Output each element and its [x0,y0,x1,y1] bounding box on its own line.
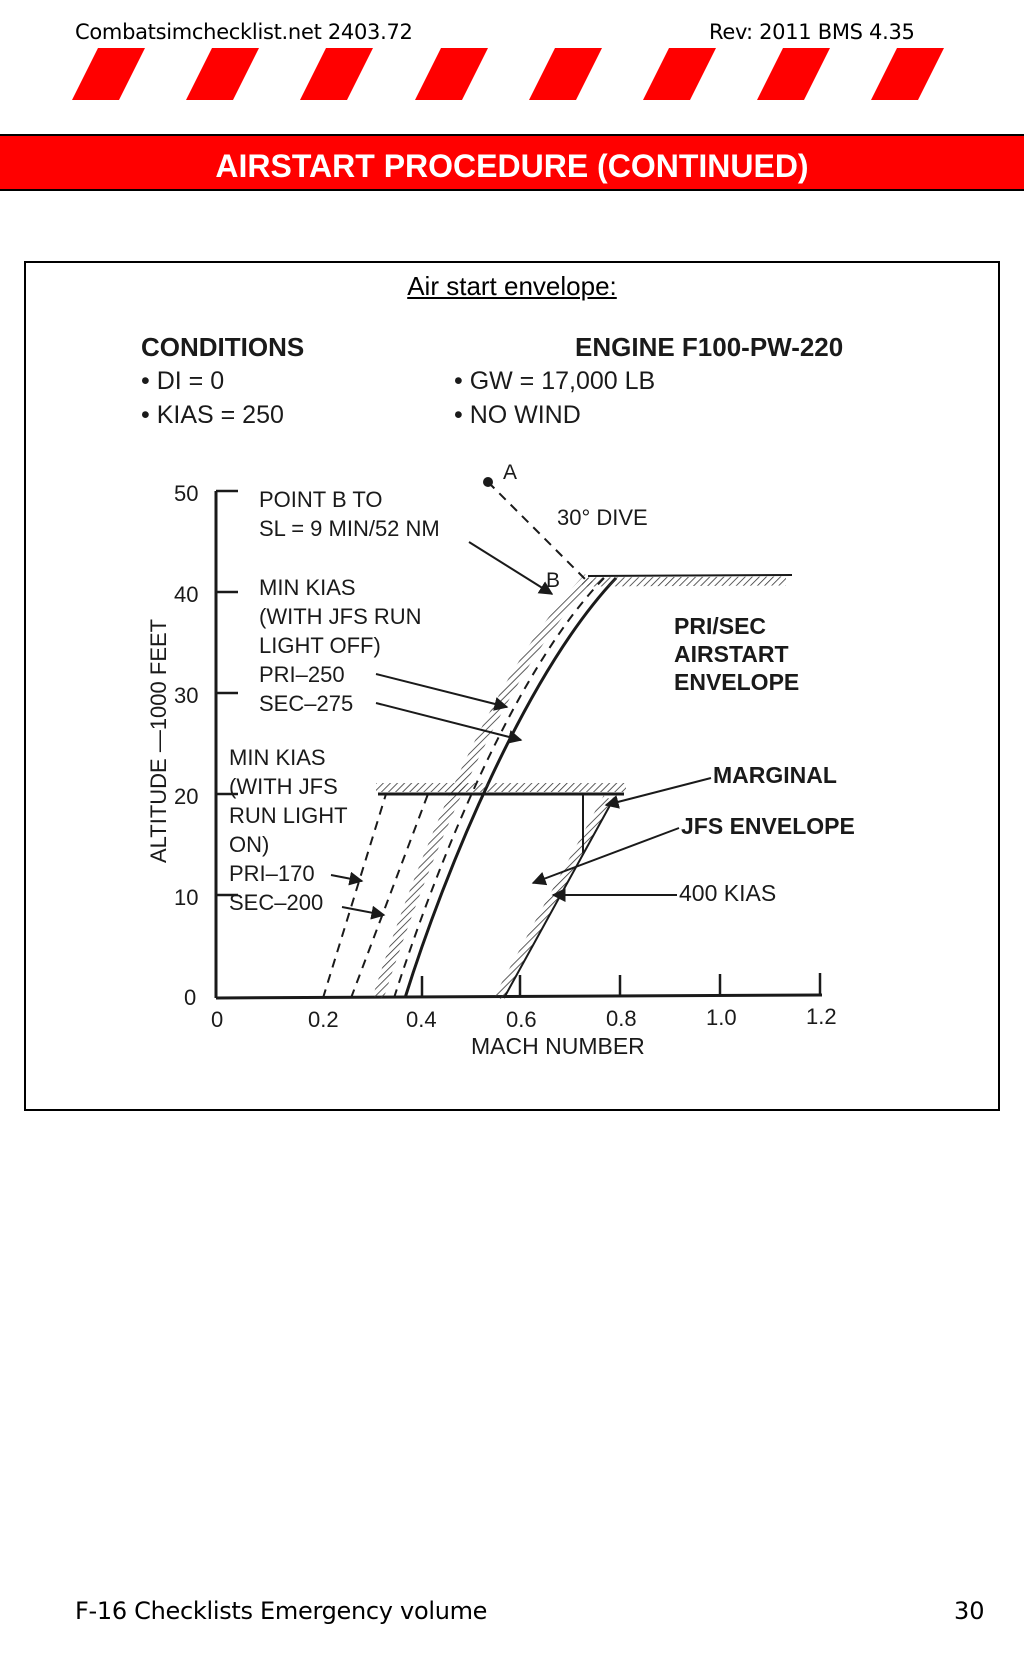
footer-document-title: F-16 Checklists Emergency volume [75,1597,488,1625]
y-axis-ticks [216,489,238,897]
point-b-note-line-2: SL = 9 MIN/52 NM [259,516,440,541]
y-tick-20: 20 [174,784,198,809]
header-site-text: Combatsimchecklist.net 2403.72 [75,20,413,44]
figure-frame: Air start envelope: CONDITIONS • DI = 0 … [24,261,1000,1111]
x-tick-1-2: 1.2 [806,1004,837,1029]
y-tick-0: 0 [184,985,196,1010]
x-tick-0: 0 [211,1007,223,1032]
x-tick-1-0: 1.0 [706,1005,737,1030]
point-a-label: A [503,461,517,484]
x-tick-0-4: 0.4 [406,1007,437,1032]
engine-title: ENGINE F100-PW-220 [575,332,843,362]
y-tick-labels: 0 10 20 30 40 50 [174,481,198,1010]
condition-kias: • KIAS = 250 [141,401,284,429]
min-kias-on-pri: PRI–170 [229,861,315,886]
x-tick-0-2: 0.2 [308,1007,339,1032]
min-kias-light-on-note: MIN KIAS (WITH JFS RUN LIGHT ON) PRI–170… [229,745,348,915]
condition-di: • DI = 0 [141,367,224,395]
engine-condition-wind: • NO WIND [454,401,581,429]
min-kias-off-line-1: MIN KIAS [259,575,356,600]
y-tick-10: 10 [174,885,198,910]
envelope-label-line-1: PRI/SEC [674,613,766,639]
envelope-boundaries [322,477,793,1001]
y-tick-30: 30 [174,683,198,708]
envelope-label: PRI/SEC AIRSTART ENVELOPE [674,613,799,695]
y-axis-label: ALTITUDE —1000 FEET [146,619,171,863]
header-revision-text: Rev: 2011 BMS 4.35 [709,20,915,44]
engine-condition-gw: • GW = 17,000 LB [454,367,655,395]
kias-400-label: 400 KIAS [679,880,776,906]
section-title: AIRSTART PROCEDURE (CONTINUED) [215,148,809,184]
section-banner: AIRSTART PROCEDURE (CONTINUED) [0,134,1024,191]
footer-page-number: 30 [954,1597,985,1625]
min-kias-on-line-3: RUN LIGHT [229,803,348,828]
point-b-label: B [546,569,560,592]
envelope-label-line-3: ENVELOPE [674,669,799,695]
min-kias-off-pri: PRI–250 [259,662,345,687]
header-warning-stripes [72,48,944,100]
min-kias-on-line-4: ON) [229,832,269,857]
min-kias-on-line-1: MIN KIAS [229,745,326,770]
x-tick-labels: 0 0.2 0.4 0.6 0.8 1.0 1.2 [211,1004,837,1032]
point-b-note-line-1: POINT B TO [259,487,382,512]
envelope-label-line-2: AIRSTART [674,641,789,667]
marginal-label: MARGINAL [713,762,837,788]
figure-caption: Air start envelope: [407,271,617,301]
min-kias-off-sec: SEC–275 [259,691,353,716]
x-tick-0-8: 0.8 [606,1006,637,1031]
point-b-note: POINT B TO SL = 9 MIN/52 NM [259,487,440,541]
jfs-envelope-label: JFS ENVELOPE [681,813,855,839]
y-tick-40: 40 [174,582,198,607]
dive-label: 30° DIVE [557,505,648,530]
x-axis-label: MACH NUMBER [471,1033,645,1059]
y-tick-50: 50 [174,481,198,506]
x-axis-ticks [420,973,822,998]
min-kias-on-sec: SEC–200 [229,890,323,915]
min-kias-off-line-2: (WITH JFS RUN [259,604,422,629]
min-kias-off-line-3: LIGHT OFF) [259,633,381,658]
conditions-title: CONDITIONS [141,332,304,362]
airstart-envelope-diagram: CONDITIONS • DI = 0 • KIAS = 250 ENGINE … [141,332,855,1059]
min-kias-on-line-2: (WITH JFS [229,774,338,799]
x-tick-0-6: 0.6 [506,1007,537,1032]
min-kias-light-off-note: MIN KIAS (WITH JFS RUN LIGHT OFF) PRI–25… [259,575,422,716]
